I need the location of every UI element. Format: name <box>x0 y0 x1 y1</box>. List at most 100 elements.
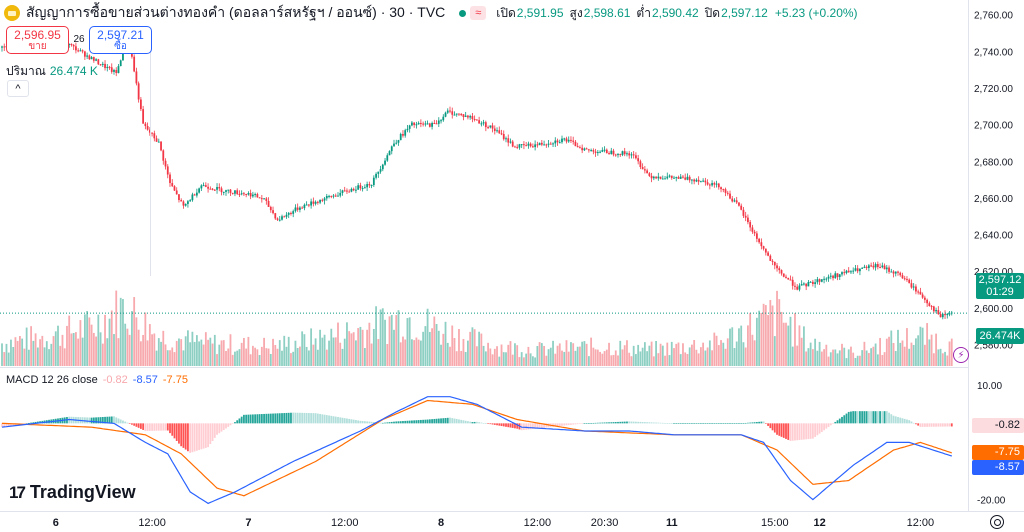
volume-bar <box>619 340 622 366</box>
macd-histogram-bar <box>863 411 866 424</box>
candle-body <box>850 271 852 273</box>
gold-symbol-icon[interactable] <box>4 5 20 21</box>
volume-bar <box>585 343 588 366</box>
sell-button[interactable]: 2,596.95 ขาย <box>6 26 69 54</box>
buy-button[interactable]: 2,597.21 ซื้อ <box>89 26 152 54</box>
macd-histogram-bar <box>337 417 339 424</box>
candle-body <box>740 205 743 210</box>
volume-bar <box>361 329 364 366</box>
volume-legend[interactable]: ปริมาณ 26.474 K <box>6 64 98 78</box>
candle-body <box>930 306 933 308</box>
macd-histogram-bar <box>818 423 821 434</box>
tradingview-logo[interactable]: 17 TradingView <box>9 482 136 503</box>
candle-body <box>948 313 951 315</box>
macd-histogram-bar <box>872 411 875 424</box>
delayed-data-icon[interactable]: ≈ <box>470 6 487 20</box>
volume-bar <box>850 346 852 366</box>
volume-bar <box>142 334 145 366</box>
volume-bar <box>581 341 584 366</box>
market-open-icon <box>459 9 467 17</box>
volume-bar <box>106 338 109 366</box>
bar-countdown: 01:29 <box>986 286 1014 298</box>
volume-bar <box>556 345 559 366</box>
candle-body <box>86 55 89 57</box>
macd-histogram-bar <box>742 423 745 424</box>
candle-body <box>903 278 906 280</box>
volume-bar <box>735 341 738 366</box>
volume-bar <box>184 336 187 366</box>
macd-histogram-bar <box>122 420 124 424</box>
macd-histogram-bar <box>769 423 772 429</box>
volume-bar <box>787 325 790 366</box>
candle-body <box>453 114 456 116</box>
macd-histogram-bar <box>910 421 913 424</box>
macd-histogram-bar <box>661 422 664 424</box>
volume-bar <box>408 317 411 366</box>
candle-body <box>829 275 832 277</box>
settings-gear-icon[interactable] <box>990 515 1004 529</box>
volume-bar <box>621 349 624 366</box>
volume-bar <box>397 310 400 366</box>
macd-histogram-bar <box>764 423 767 424</box>
volume-bar <box>281 350 283 366</box>
volume-bar <box>339 342 342 366</box>
macd-histogram-bar <box>798 423 801 441</box>
candle-body <box>187 201 189 204</box>
price-tick-label: 2,700.00 <box>974 121 1013 132</box>
candle-body <box>431 122 433 127</box>
volume-bar <box>72 332 75 366</box>
macd-histogram-bar <box>153 423 156 431</box>
candle-body <box>339 192 342 196</box>
macd-histogram-bar <box>899 417 902 424</box>
candle-body <box>836 273 839 278</box>
candle-body <box>193 194 196 196</box>
volume-bar <box>717 345 720 366</box>
candle-body <box>874 264 877 268</box>
macd-histogram-bar <box>516 423 519 429</box>
candle-body <box>520 144 523 146</box>
macd-histogram-bar <box>921 423 924 427</box>
candle-body <box>637 158 640 162</box>
volume-bar <box>643 342 646 366</box>
candle-body <box>570 139 572 141</box>
candle-body <box>599 151 601 153</box>
volume-bar <box>912 344 915 366</box>
collapse-legend-button[interactable]: ^ <box>7 80 29 97</box>
macd-histogram-bar <box>332 416 335 424</box>
volume-bar <box>751 334 754 366</box>
macd-legend[interactable]: MACD 12 26 close -0.82 -8.57 -7.75 <box>6 374 188 386</box>
volume-bar <box>453 337 456 366</box>
macd-histogram-bar <box>417 420 420 424</box>
candle-body <box>426 123 429 125</box>
candle-body <box>527 143 530 146</box>
macd-histogram-bar <box>776 423 778 435</box>
volume-bar <box>411 339 413 366</box>
symbol-title[interactable]: สัญญาการซื้อขายส่วนต่างทองคำ (ดอลลาร์สหร… <box>26 4 446 20</box>
volume-bar <box>587 356 590 366</box>
volume-bar <box>708 340 711 366</box>
candle-body <box>852 270 855 272</box>
volume-bar <box>357 328 360 366</box>
volume-bar <box>516 345 519 366</box>
candle-body <box>191 194 194 201</box>
macd-histogram-bar <box>363 421 366 424</box>
volume-bar <box>704 350 707 366</box>
candle-body <box>670 175 673 179</box>
candle-body <box>545 144 548 146</box>
macd-histogram-bar <box>912 422 915 424</box>
candle-body <box>531 146 534 148</box>
lightning-icon[interactable]: ⚡ <box>953 347 969 363</box>
macd-histogram-bar <box>444 418 447 424</box>
candle-body <box>659 176 662 179</box>
volume-bar <box>720 340 722 366</box>
macd-histogram-bar <box>897 417 899 424</box>
volume-bar <box>805 351 808 366</box>
volume-bar <box>290 353 292 366</box>
candle-body <box>236 190 239 194</box>
candle-body <box>505 138 507 140</box>
macd-histogram-bar <box>419 419 422 424</box>
macd-histogram-bar <box>169 423 171 434</box>
volume-bar <box>21 338 24 366</box>
macd-histogram-bar <box>852 411 855 424</box>
